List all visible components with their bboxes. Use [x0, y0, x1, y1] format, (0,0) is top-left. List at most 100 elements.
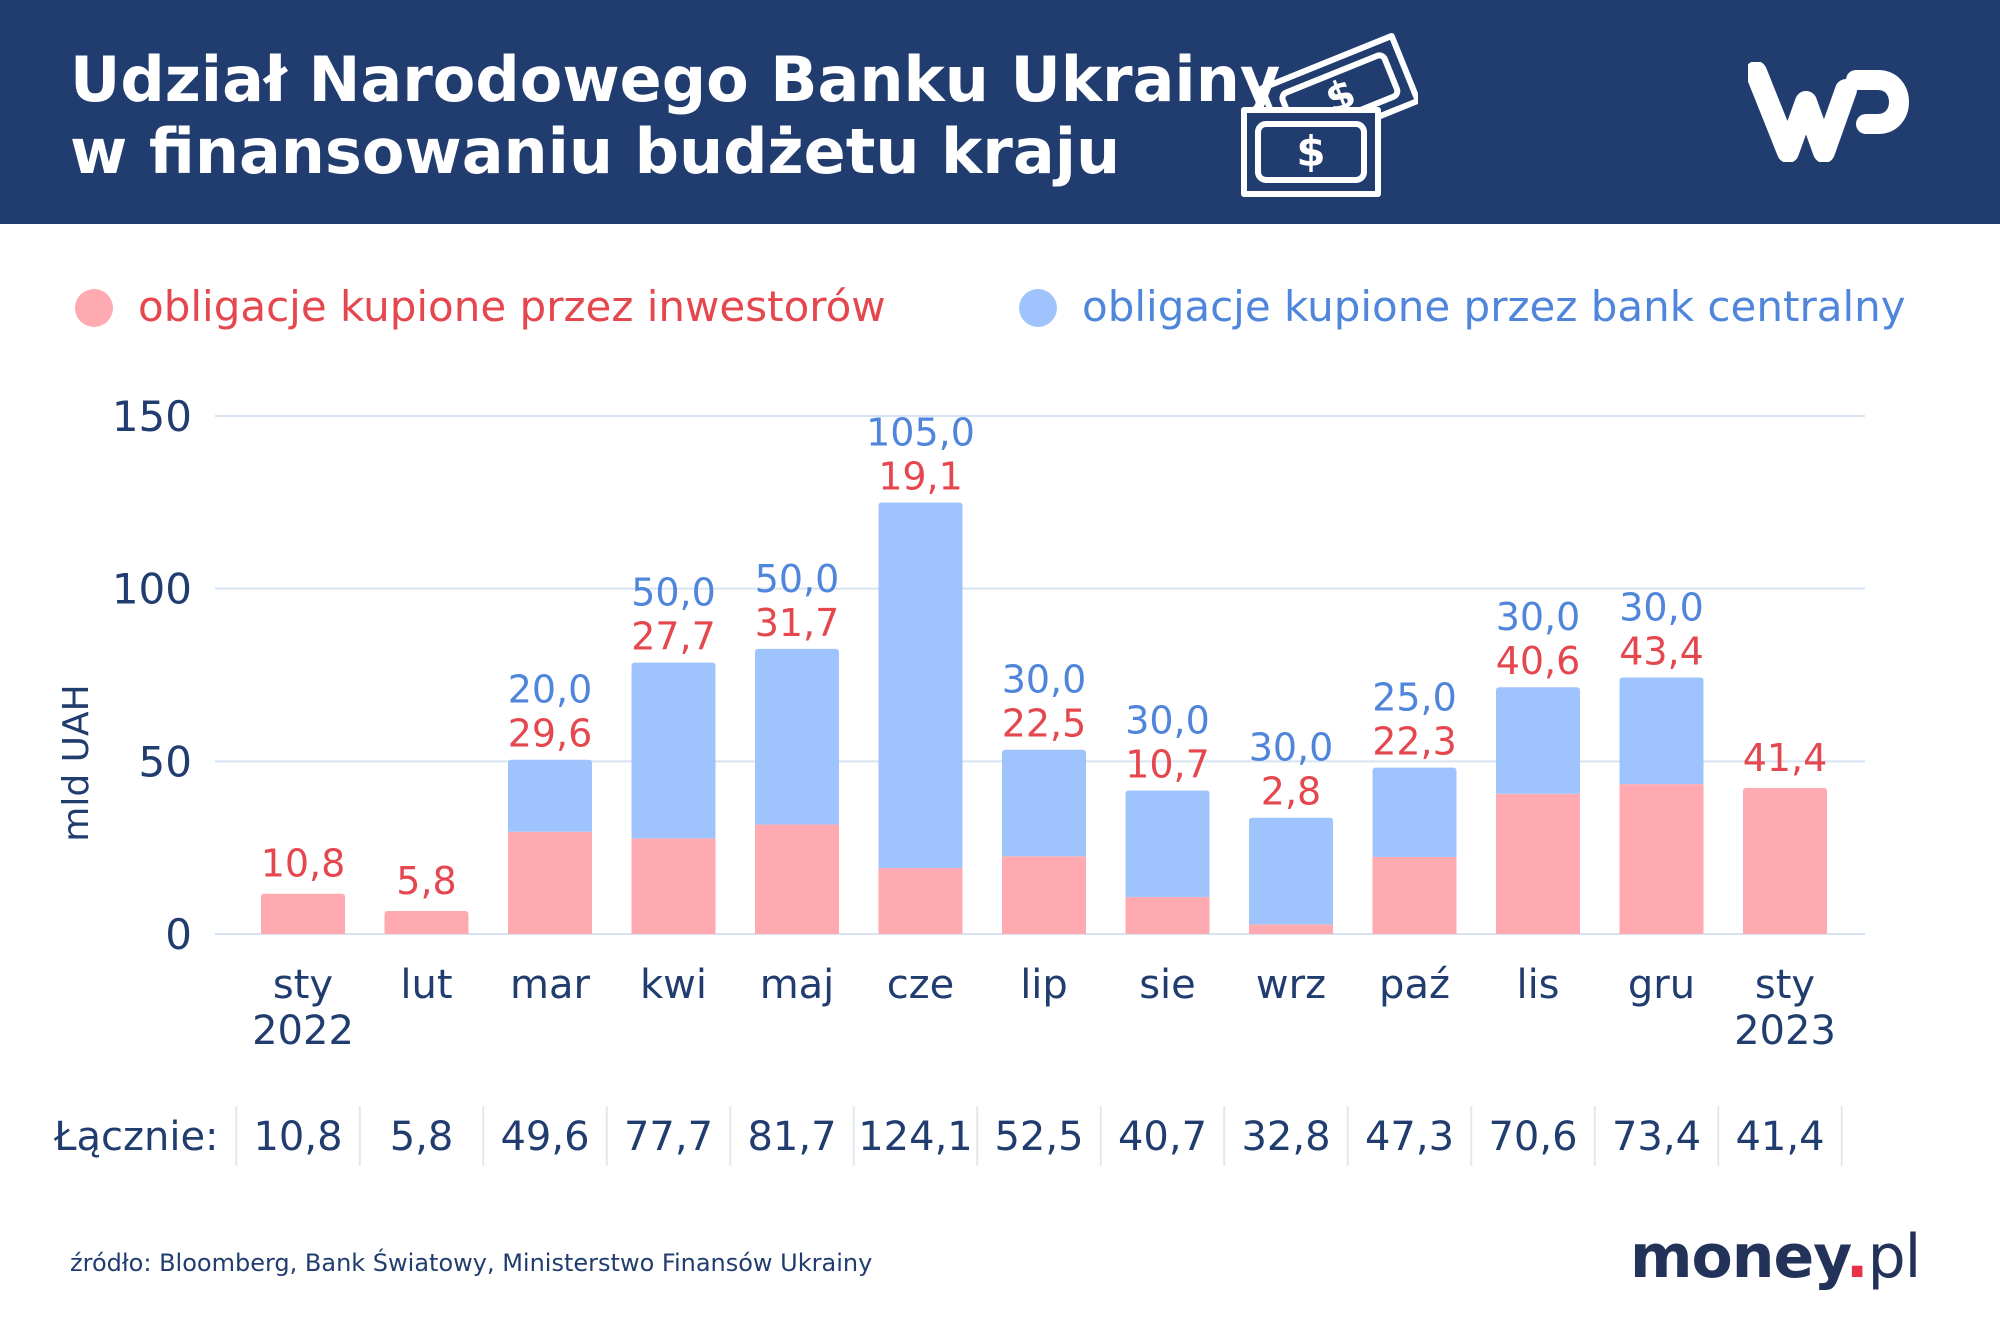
- total-value: 5,8: [390, 1114, 454, 1160]
- x-tick-label: maj: [760, 962, 835, 1008]
- bar-central-bank: [755, 651, 839, 825]
- brand-dot: .: [1845, 1222, 1869, 1292]
- x-tick-label: sty: [273, 962, 333, 1008]
- bar-investors: [755, 824, 839, 934]
- bar-central-bank: [1496, 690, 1580, 794]
- source-note: źródło: Bloomberg, Bank Światowy, Minist…: [70, 1249, 873, 1277]
- bar-cap: [1372, 767, 1457, 774]
- legend-investors-marker: [75, 289, 113, 327]
- title-line-1: Udział Narodowego Banku Ukrainy: [70, 43, 1281, 116]
- total-value: 10,8: [253, 1114, 342, 1160]
- x-tick-label: paź: [1379, 962, 1450, 1008]
- data-label-central-bank: 30,0: [1249, 726, 1334, 770]
- x-tick-label: 2023: [1734, 1008, 1836, 1054]
- bar-cap: [1249, 817, 1333, 824]
- data-label-investors: 10,7: [1125, 742, 1210, 786]
- gridlines: 0 50 100 150: [112, 392, 1865, 959]
- totals-row: 10,8 5,8 49,6 77,7 81,7 124,1 52,5 40,7 32,8 47,3…: [235, 1106, 1843, 1166]
- banknotes-icon: $ $: [1241, 32, 1418, 197]
- total-value: 124,1: [858, 1114, 973, 1160]
- data-label-central-bank: 50,0: [631, 571, 716, 615]
- total-value: 41,4: [1735, 1114, 1824, 1160]
- bar-cap: [1496, 687, 1580, 694]
- page-title: Udział Narodowego Banku Ukrainy w finans…: [70, 43, 1281, 188]
- total-value: 49,6: [500, 1114, 589, 1160]
- total-value: 81,7: [747, 1114, 836, 1160]
- x-tick-label: lut: [400, 962, 452, 1008]
- total-value: 77,7: [624, 1114, 713, 1160]
- bar-investors: [1249, 924, 1333, 934]
- data-label-investors: 43,4: [1619, 630, 1704, 674]
- x-tick-label: gru: [1628, 962, 1695, 1008]
- bar-central-bank: [1249, 820, 1333, 925]
- y-tick-label: 150: [112, 392, 192, 441]
- bar-central-bank: [1619, 680, 1704, 785]
- bar-central-bank: [508, 762, 592, 832]
- bar-central-bank: [878, 505, 963, 869]
- data-label-central-bank: 30,0: [1496, 595, 1581, 639]
- bar-central-bank: [631, 665, 716, 839]
- y-tick-label: 100: [112, 565, 192, 614]
- bar-cap: [508, 759, 592, 766]
- y-tick-label: 0: [165, 910, 192, 959]
- data-label-investors: 22,5: [1002, 702, 1087, 746]
- total-value: 40,7: [1118, 1114, 1207, 1160]
- svg-text:$: $: [1296, 127, 1325, 176]
- bar-cap: [631, 662, 716, 669]
- x-tick-label: cze: [887, 962, 955, 1008]
- bar-central-bank: [1372, 770, 1457, 857]
- bars: [261, 502, 1827, 934]
- data-label-central-bank: 30,0: [1125, 698, 1210, 742]
- totals-label: Łącznie:: [53, 1114, 219, 1160]
- x-tick-label: lis: [1516, 962, 1559, 1008]
- x-tick-label: sie: [1139, 962, 1196, 1008]
- bar-cap: [384, 910, 469, 917]
- x-tick-label: mar: [510, 962, 590, 1008]
- data-label-investors: 5,8: [396, 859, 456, 903]
- x-tick-label: kwi: [640, 962, 707, 1008]
- data-label-central-bank: 20,0: [508, 668, 593, 712]
- title-line-2: w finansowaniu budżetu kraju: [70, 114, 1121, 188]
- data-label-investors: 31,7: [755, 601, 840, 645]
- x-tick-label: wrz: [1256, 962, 1326, 1008]
- bar-central-bank: [1002, 752, 1086, 857]
- x-tick-label: lip: [1020, 962, 1068, 1008]
- y-axis-label: mld UAH: [56, 684, 97, 841]
- data-labels: 10,8 5,820,029,650,027,750,031,7105,019,1…: [261, 410, 1828, 903]
- bar-investors: [631, 838, 716, 934]
- bar-cap: [261, 893, 345, 900]
- x-tick-label: sty: [1755, 962, 1815, 1008]
- data-label-investors: 22,3: [1372, 720, 1457, 764]
- data-label-central-bank: 50,0: [755, 557, 840, 601]
- brand-main: money: [1630, 1222, 1847, 1292]
- header-banner: Udział Narodowego Banku Ukrainy w finans…: [0, 0, 2000, 224]
- data-label-investors: 19,1: [878, 454, 963, 498]
- bar-cap: [755, 648, 839, 655]
- bar-investors: [508, 831, 592, 934]
- legend-central-bank-marker: [1019, 289, 1057, 327]
- total-value: 52,5: [994, 1114, 1083, 1160]
- bar-central-bank: [1125, 793, 1210, 898]
- bar-cap: [878, 502, 963, 509]
- total-value: 47,3: [1365, 1114, 1454, 1160]
- bar-investors: [1619, 784, 1704, 934]
- x-tick-label: 2022: [252, 1008, 354, 1054]
- chart: obligacje kupione przez inwestorów oblig…: [53, 282, 1906, 1166]
- data-label-investors: 41,4: [1743, 736, 1828, 780]
- bar-investors: [1743, 791, 1827, 934]
- data-label-investors: 10,8: [261, 842, 346, 886]
- data-label-central-bank: 30,0: [1619, 586, 1704, 630]
- bar-investors: [1002, 856, 1086, 934]
- wp-logo: [1748, 62, 1909, 162]
- brand-suffix: pl: [1867, 1222, 1922, 1292]
- bar-investors: [1496, 793, 1580, 934]
- total-value: 32,8: [1241, 1114, 1330, 1160]
- data-label-investors: 40,6: [1496, 639, 1581, 683]
- bar-cap: [1743, 788, 1827, 795]
- data-label-investors: 2,8: [1261, 770, 1321, 814]
- data-label-central-bank: 105,0: [866, 410, 975, 454]
- money-pl-logo: money.pl: [1630, 1222, 1922, 1292]
- bar-cap: [1125, 790, 1210, 797]
- legend-investors-label: obligacje kupione przez inwestorów: [138, 282, 886, 331]
